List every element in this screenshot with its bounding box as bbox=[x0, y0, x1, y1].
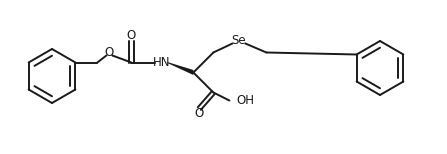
Text: O: O bbox=[127, 29, 136, 42]
Text: O: O bbox=[195, 107, 204, 120]
Polygon shape bbox=[167, 62, 194, 75]
Text: Se: Se bbox=[231, 34, 246, 47]
Text: HN: HN bbox=[152, 56, 170, 69]
Text: O: O bbox=[105, 46, 114, 59]
Text: OH: OH bbox=[236, 94, 254, 107]
